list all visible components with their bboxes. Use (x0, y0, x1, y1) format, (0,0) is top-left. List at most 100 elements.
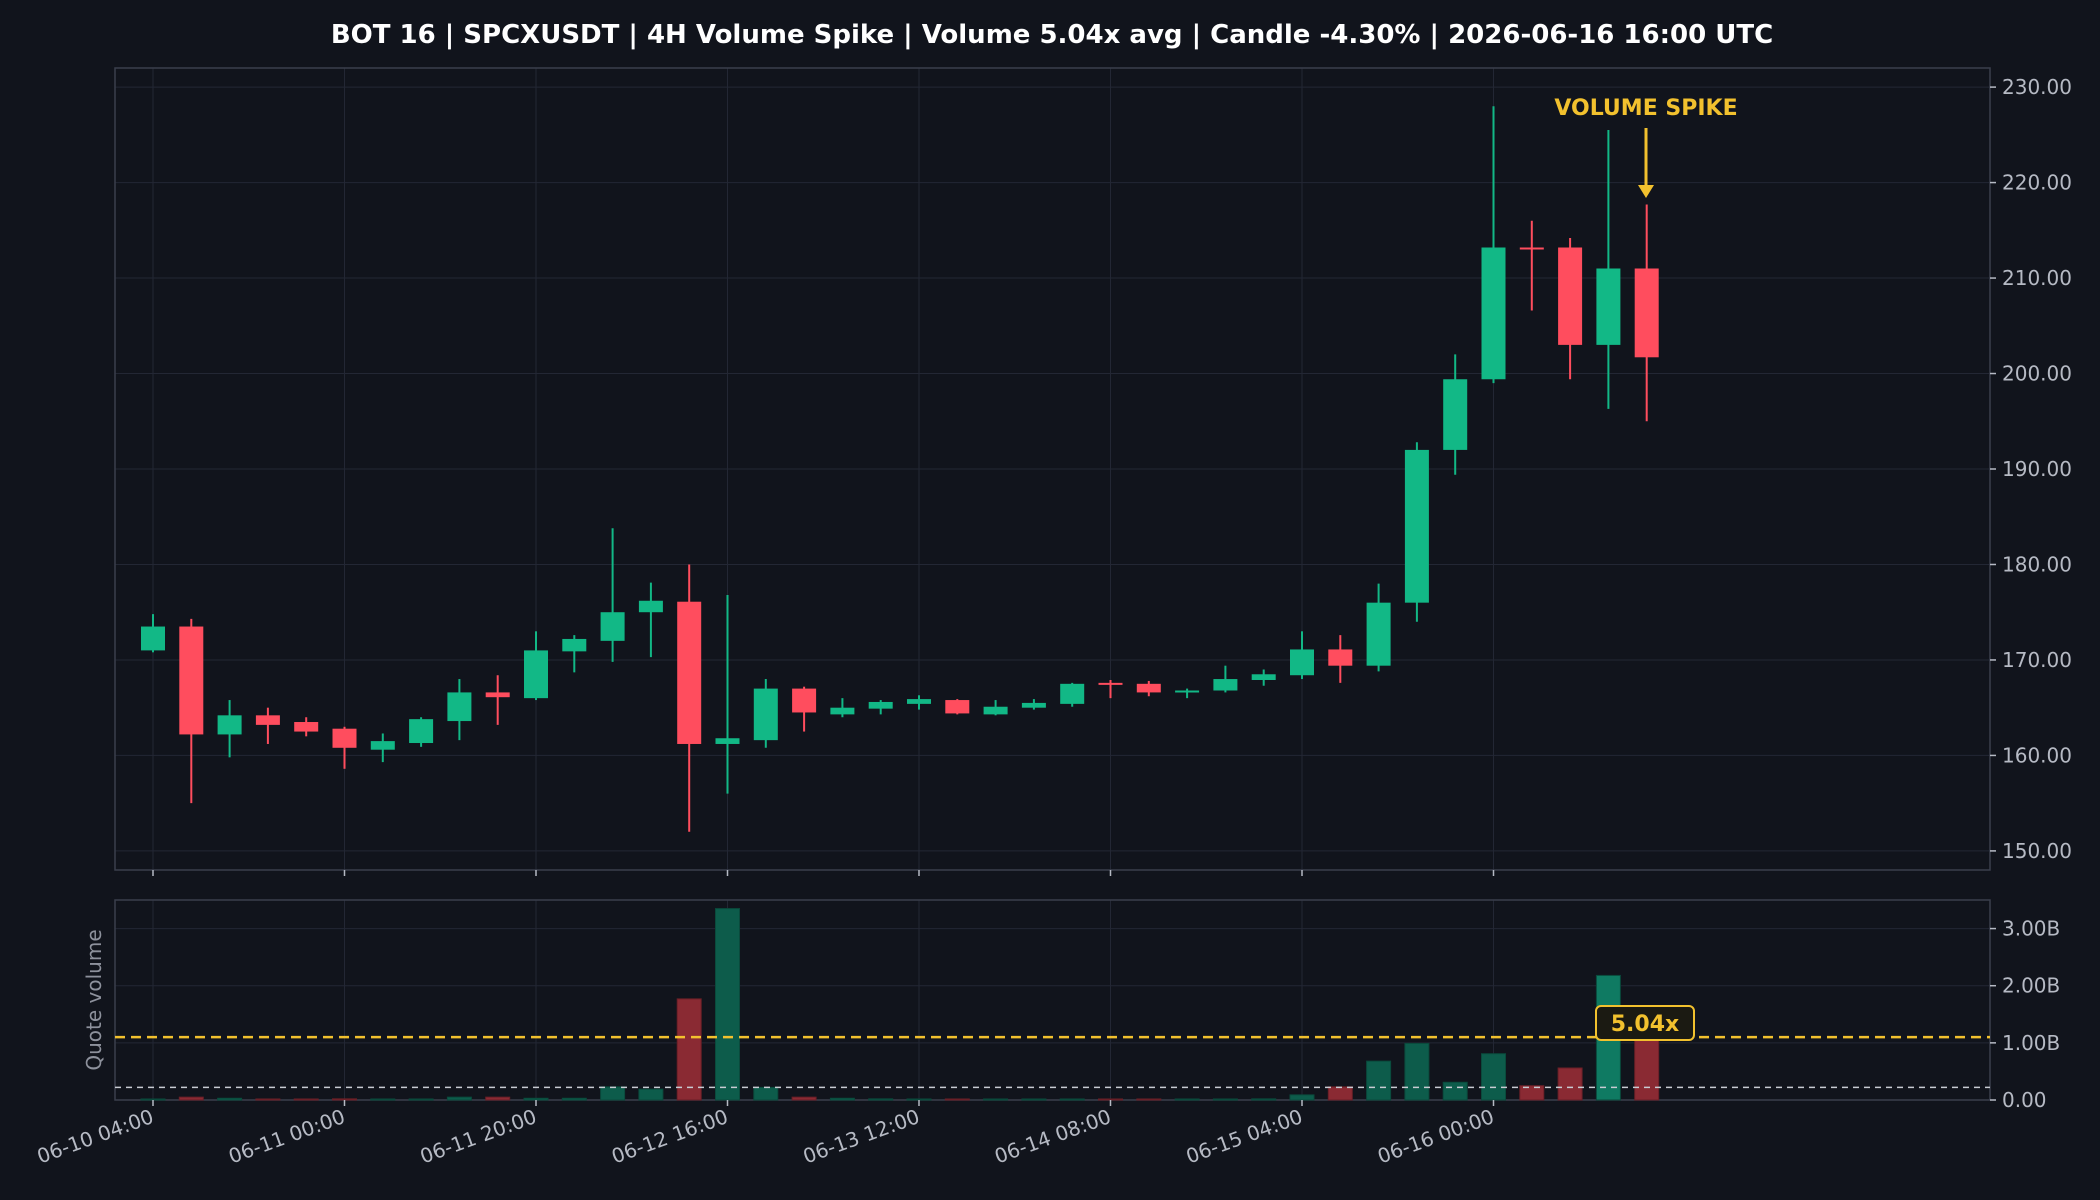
volume-tick-label: 0.00 (2002, 1088, 2047, 1112)
volume-bar (408, 1098, 434, 1101)
price-tick-label: 220.00 (2002, 171, 2072, 195)
volume-bar (1557, 1067, 1583, 1101)
volume-bar (1289, 1094, 1315, 1101)
candle-body (1404, 449, 1429, 603)
candles (141, 106, 1659, 832)
volume-bar (1212, 1098, 1238, 1101)
candle-body (1136, 683, 1161, 693)
volume-bar (715, 908, 740, 1101)
candle-body (1519, 247, 1544, 250)
candle-body (217, 715, 242, 735)
candle-body (141, 626, 165, 651)
volume-bar (1366, 1060, 1392, 1101)
candle-body (1596, 268, 1621, 345)
volume-bars (140, 908, 1660, 1101)
price-tick-label: 150.00 (2002, 839, 2072, 863)
volume-axis: 0.00 1.00B 2.00B 3.00B (1990, 917, 2060, 1112)
price-tick-label: 170.00 (2002, 648, 2072, 672)
volume-bar (868, 1098, 894, 1101)
spike-ratio-badge-box (1595, 1005, 1695, 1041)
candle-body (370, 741, 395, 750)
volume-bar (523, 1097, 549, 1101)
candle-body (830, 707, 855, 715)
volume-bar (217, 1097, 243, 1101)
candle-body (1213, 679, 1238, 691)
price-tick-label: 230.00 (2002, 75, 2072, 99)
price-tick-label: 160.00 (2002, 743, 2072, 767)
volume-bar (638, 1088, 664, 1101)
candle-body (1251, 674, 1276, 681)
volume-bar (1404, 1042, 1430, 1101)
volume-bar (561, 1097, 587, 1101)
candle-body (562, 638, 587, 652)
candle-body (1634, 268, 1659, 358)
volume-bar (1442, 1081, 1468, 1101)
candle-body (409, 719, 434, 744)
candle-body (753, 688, 778, 741)
volume-bar (1251, 1098, 1277, 1101)
volume-bar (753, 1086, 779, 1101)
candle-body (907, 699, 931, 704)
volume-bar (178, 1096, 204, 1101)
price-axis: 150.00 160.00 170.00 180.00 190.00 200.00 210.… (1990, 75, 2072, 863)
candle-body (1443, 379, 1468, 450)
volume-bar (332, 1098, 357, 1101)
candle-body (1558, 247, 1583, 345)
volume-axis-label: Quote volume (82, 929, 106, 1070)
volume-bar (485, 1096, 511, 1101)
candle-body (1290, 649, 1314, 676)
volume-bar (1481, 1053, 1506, 1101)
price-panel: 150.00 160.00 170.00 180.00 190.00 200.00 210.… (114, 67, 2072, 871)
volume-bar (1634, 1035, 1660, 1101)
volume-bar (140, 1098, 166, 1101)
volume-tick-label: 3.00B (2002, 917, 2060, 941)
candle-body (485, 692, 510, 698)
volume-bar (1174, 1098, 1200, 1101)
candle-body (294, 722, 319, 732)
candle-body (255, 715, 280, 725)
candle-body (1098, 682, 1123, 685)
volume-bar (906, 1098, 932, 1101)
volume-bar (446, 1096, 472, 1101)
candle-body (792, 688, 817, 713)
volume-bar (944, 1098, 970, 1101)
candle-body (945, 700, 970, 714)
volume-tick-label: 1.00B (2002, 1031, 2060, 1055)
candle-body (638, 600, 663, 613)
arrow-head-icon (1638, 185, 1654, 198)
price-tick-label: 200.00 (2002, 362, 2072, 386)
volume-bar (983, 1098, 1009, 1101)
volume-panel: 0.00 1.00B 2.00B 3.00B Quote volume 5.04x (82, 899, 2060, 1112)
volume-bar (255, 1098, 281, 1101)
price-tick-label: 190.00 (2002, 457, 2072, 481)
spike-ratio-badge-text: 5.04x (1611, 1012, 1679, 1037)
volume-spike-label: VOLUME SPIKE (1554, 96, 1737, 121)
candle-body (868, 701, 893, 709)
candle-body (1481, 247, 1506, 380)
candle-body (1175, 690, 1200, 693)
candle-body (332, 728, 357, 748)
volume-bar (676, 998, 702, 1101)
spike-ratio-badge: 5.04x (1595, 1005, 1695, 1041)
volume-bar (1327, 1086, 1353, 1101)
candle-body (600, 612, 625, 641)
volume-bar (1519, 1085, 1545, 1101)
volume-bar (1021, 1098, 1047, 1101)
candle-body (715, 738, 740, 744)
chart-title: BOT 16 | SPCXUSDT | 4H Volume Spike | Vo… (331, 20, 1773, 50)
candle-body (1328, 649, 1353, 666)
volume-bar (370, 1098, 396, 1101)
volume-bar (1059, 1098, 1085, 1101)
volume-bar (1098, 1098, 1123, 1101)
volume-bar (829, 1097, 855, 1101)
candle-body (983, 706, 1008, 715)
candle-body (524, 650, 548, 699)
volume-panel-frame (114, 899, 1991, 1101)
candle-body (179, 626, 204, 735)
volume-tick-label: 2.00B (2002, 974, 2060, 998)
price-tick-label: 180.00 (2002, 552, 2072, 576)
spike-annotation: VOLUME SPIKE (1554, 96, 1738, 198)
price-grid (115, 68, 1990, 870)
